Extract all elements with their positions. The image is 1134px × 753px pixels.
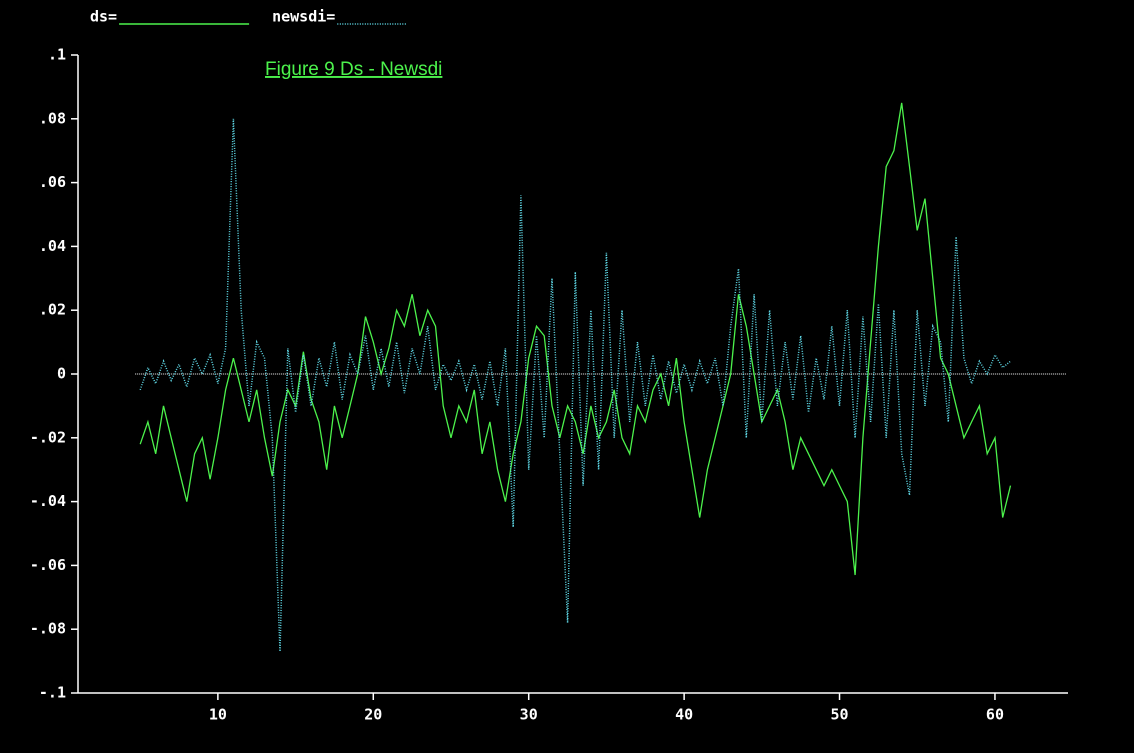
y-tick-label: -.04	[30, 492, 66, 510]
y-tick-label: .06	[39, 173, 66, 191]
legend-label: ds=	[90, 8, 117, 26]
series-line	[139, 118, 1011, 652]
y-tick-label: .02	[39, 301, 66, 319]
y-tick-label: -.06	[30, 556, 66, 574]
x-tick-label: 50	[831, 706, 849, 724]
legend-label: newsdi=	[272, 8, 335, 26]
x-tick-label: 40	[675, 706, 693, 724]
series-line	[139, 102, 1012, 576]
y-tick-label: .04	[39, 237, 66, 255]
y-tick-label: .1	[48, 46, 66, 64]
y-tick-label: -.1	[39, 684, 66, 702]
x-tick-label: 60	[986, 706, 1004, 724]
chart-title: Figure 9 Ds - Newsdi	[265, 59, 442, 80]
x-tick-label: 20	[364, 706, 382, 724]
y-tick-label: -.02	[30, 428, 66, 446]
x-tick-label: 30	[520, 706, 538, 724]
x-tick-label: 10	[209, 706, 227, 724]
y-tick-label: .08	[39, 109, 66, 127]
y-tick-label: 0	[57, 365, 66, 383]
y-tick-label: -.08	[30, 620, 66, 638]
